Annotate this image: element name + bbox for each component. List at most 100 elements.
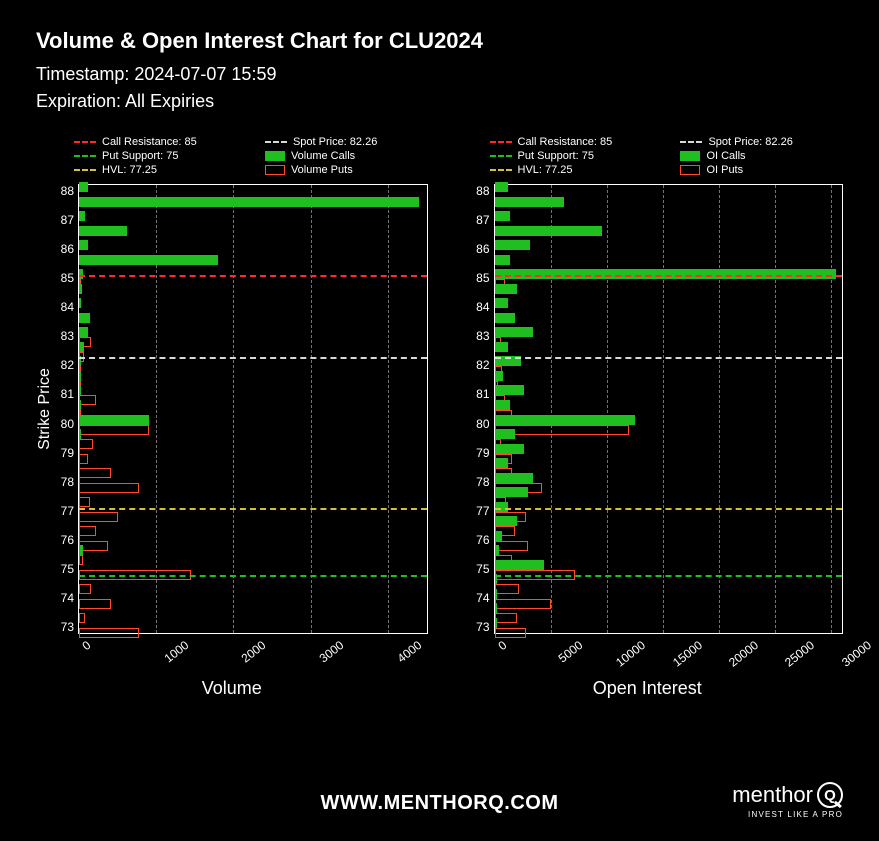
legend-label: HVL: 77.25 xyxy=(102,164,157,176)
ytick-label: 75 xyxy=(476,562,489,576)
y-ticks: 88878685848382818079787776757473 xyxy=(54,184,78,634)
call-bar xyxy=(495,342,508,352)
put-bar xyxy=(79,439,93,449)
put-bar xyxy=(79,599,111,609)
legend-swatch-icon xyxy=(74,169,96,171)
legend-oi: Call Resistance: 85Spot Price: 82.26Put … xyxy=(490,136,844,176)
call-bar xyxy=(495,589,497,599)
ytick-label: 76 xyxy=(61,533,74,547)
put-bar xyxy=(79,541,108,551)
call-bar xyxy=(495,197,565,207)
ref-line-hvl xyxy=(79,508,427,510)
call-bar xyxy=(79,400,81,410)
call-bar xyxy=(495,211,511,221)
ytick-label: 77 xyxy=(476,504,489,518)
call-bar xyxy=(79,211,85,221)
xtick-label: 2000 xyxy=(239,638,269,665)
legend-item: Spot Price: 82.26 xyxy=(680,136,843,148)
legend-item: Call Resistance: 85 xyxy=(490,136,663,148)
call-bar xyxy=(495,284,517,294)
legend-label: Volume Puts xyxy=(291,164,353,176)
call-bar xyxy=(79,545,83,555)
legend-swatch-icon xyxy=(680,141,702,143)
brand-name: menthor xyxy=(732,782,813,808)
legend-swatch-icon xyxy=(265,165,285,175)
gridline xyxy=(311,185,312,633)
ytick-label: 83 xyxy=(61,329,74,343)
x-axis-label: Volume xyxy=(36,678,428,699)
put-bar xyxy=(79,497,90,507)
ytick-label: 77 xyxy=(61,504,74,518)
put-bar xyxy=(495,425,630,435)
volume-plot xyxy=(78,184,428,634)
gridline xyxy=(719,185,720,633)
call-bar xyxy=(495,458,508,468)
ytick-label: 79 xyxy=(61,446,74,460)
ytick-label: 83 xyxy=(476,329,489,343)
ytick-label: 84 xyxy=(476,300,489,314)
xtick-label: 5000 xyxy=(556,638,586,665)
call-bar xyxy=(79,240,88,250)
call-bar xyxy=(495,473,533,483)
call-bar xyxy=(495,182,508,192)
put-bar xyxy=(79,425,149,435)
xtick-label: 25000 xyxy=(782,638,817,670)
legend-item: HVL: 77.25 xyxy=(490,164,663,176)
legend-swatch-icon xyxy=(680,151,700,161)
brand-tagline: INVEST LIKE A PRO xyxy=(732,810,843,819)
call-bar xyxy=(79,444,80,454)
expiration-label: Expiration: All Expiries xyxy=(36,91,843,112)
put-bar xyxy=(79,454,88,464)
call-bar xyxy=(495,415,635,425)
legend-swatch-icon xyxy=(680,165,700,175)
legend-item: Volume Calls xyxy=(265,150,428,162)
ytick-label: 81 xyxy=(61,387,74,401)
legend-swatch-icon xyxy=(490,155,512,157)
call-bar xyxy=(79,284,82,294)
call-bar xyxy=(495,400,511,410)
gridline xyxy=(156,185,157,633)
legend-swatch-icon xyxy=(74,155,96,157)
call-bar xyxy=(495,371,504,381)
legend-label: Put Support: 75 xyxy=(102,150,178,162)
xtick-label: 30000 xyxy=(839,638,874,670)
page-title: Volume & Open Interest Chart for CLU2024 xyxy=(36,28,843,54)
put-bar xyxy=(79,555,83,565)
put-bar xyxy=(79,483,139,493)
timestamp-label: Timestamp: 2024-07-07 15:59 xyxy=(36,64,843,85)
legend-swatch-icon xyxy=(265,151,285,161)
legend-label: Call Resistance: 85 xyxy=(518,136,613,148)
ytick-label: 75 xyxy=(61,562,74,576)
gridline xyxy=(831,185,832,633)
legend-label: Volume Calls xyxy=(291,150,355,162)
call-bar xyxy=(495,255,511,265)
legend-swatch-icon xyxy=(490,141,512,143)
xtick-label: 20000 xyxy=(726,638,761,670)
put-bar xyxy=(495,541,529,551)
ytick-label: 81 xyxy=(476,387,489,401)
call-bar xyxy=(79,197,419,207)
put-bar xyxy=(495,613,517,623)
ref-line-spot xyxy=(79,357,427,359)
ytick-label: 87 xyxy=(61,213,74,227)
call-bar xyxy=(495,313,515,323)
x-ticks: 01000200030004000 xyxy=(78,634,428,676)
y-ticks: 88878685848382818079787776757473 xyxy=(470,184,494,634)
xtick-label: 10000 xyxy=(613,638,648,670)
put-bar xyxy=(79,512,118,522)
call-bar xyxy=(495,298,508,308)
call-bar xyxy=(495,618,497,628)
call-bar xyxy=(495,327,533,337)
gridline xyxy=(663,185,664,633)
call-bar xyxy=(79,182,88,192)
call-bar xyxy=(79,298,81,308)
ytick-label: 86 xyxy=(61,242,74,256)
ytick-label: 87 xyxy=(476,213,489,227)
call-bar xyxy=(79,385,81,395)
gridline xyxy=(551,185,552,633)
call-bar xyxy=(495,531,503,541)
legend-label: Spot Price: 82.26 xyxy=(708,136,792,148)
call-bar xyxy=(79,487,80,497)
call-bar xyxy=(79,342,84,352)
x-axis-label: Open Interest xyxy=(452,678,844,699)
